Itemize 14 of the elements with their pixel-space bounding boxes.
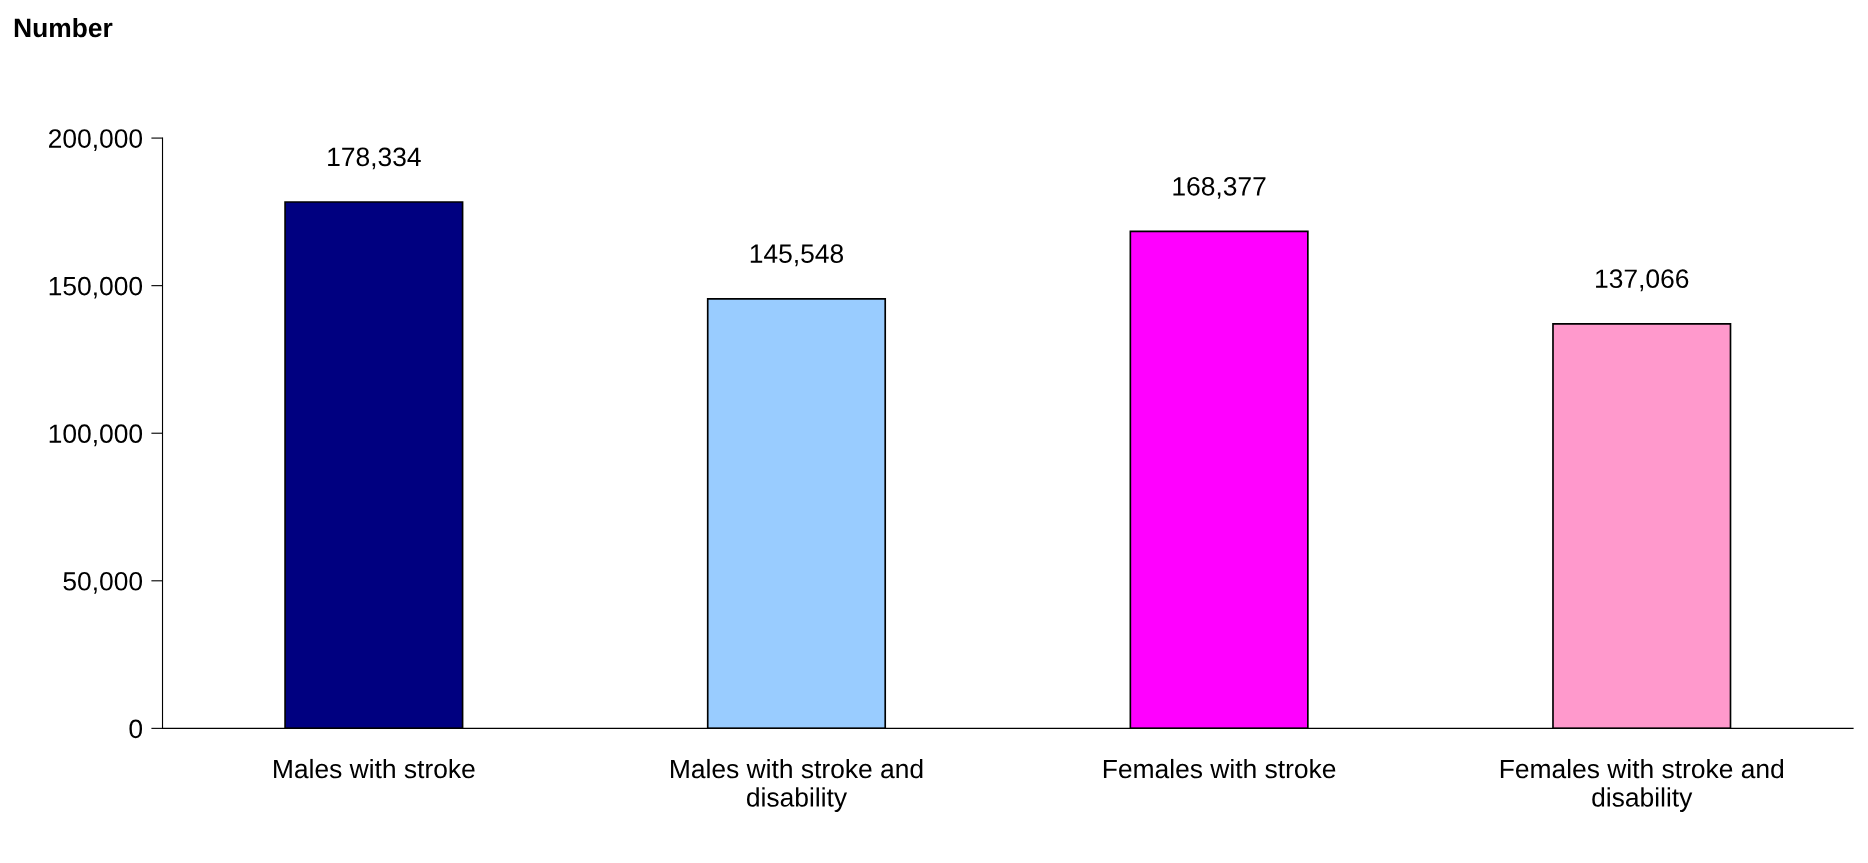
x-tick-label: Females with stroke <box>1103 758 1336 779</box>
x-tick-label: Males with stroke <box>274 758 475 779</box>
y-tick-label: 200,000 <box>49 129 143 152</box>
x-tick-label: Males with stroke and disability <box>671 758 923 812</box>
y-tick-label: 0 <box>129 719 143 739</box>
y-tick-label: 100,000 <box>49 424 143 447</box>
data-label: 168,377 <box>1173 176 1266 199</box>
data-label: 145,548 <box>750 244 844 267</box>
data-label: 178,334 <box>328 147 421 170</box>
y-tick-label: 150,000 <box>49 276 143 299</box>
y-tick-label: 50,000 <box>63 571 143 594</box>
x-tick-label: Females with stroke and disability <box>1500 758 1784 812</box>
data-label: 137,066 <box>1596 269 1689 292</box>
y-axis-title: Number <box>14 17 113 38</box>
